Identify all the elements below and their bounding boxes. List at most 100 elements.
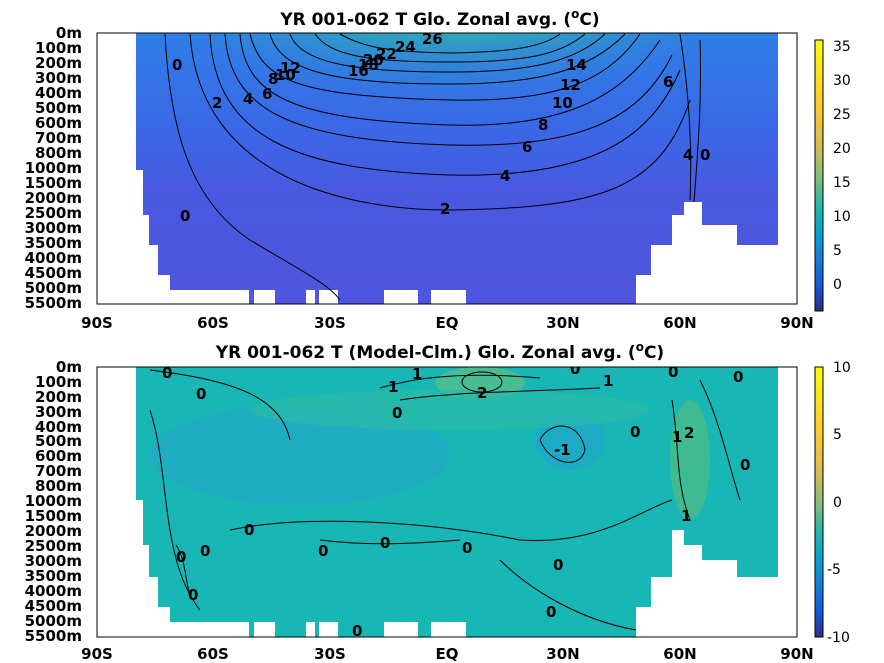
bottom-field: 0 0 1 1 2 0 0 1 0 0 -1 1 2 0 1 0 0 0 0 0 [136, 360, 778, 640]
y-tick: 800m [35, 144, 82, 162]
x-tick: 60N [663, 314, 696, 332]
contour-label: 1 [681, 507, 691, 525]
top-title: YR 001-062 T Glo. Zonal avg. (oC) [279, 7, 599, 30]
top-contour-labels: 26 24 22 20 18 16 14 12 10 8 6 4 2 0 12 … [172, 30, 710, 225]
contour-label: 0 [570, 360, 580, 378]
y-tick: 200m [35, 54, 82, 72]
y-tick: 2000m [25, 522, 82, 540]
contour-label: 24 [395, 38, 416, 56]
y-tick: 5500m [25, 294, 82, 312]
contour-label: 0 [462, 539, 472, 557]
y-tick: 0m [56, 24, 82, 42]
y-tick: 4500m [25, 597, 82, 615]
y-tick: 600m [35, 447, 82, 465]
contour-label: 18 [358, 56, 379, 74]
x-tick: EQ [436, 645, 459, 663]
bottom-contours [149, 369, 741, 631]
x-tick: 60S [197, 645, 229, 663]
y-tick: 2000m [25, 189, 82, 207]
contour-label: 14 [566, 56, 587, 74]
colorbar-tick: 30 [833, 73, 851, 89]
y-tick: 3000m [25, 219, 82, 237]
contour-label: 4 [683, 146, 693, 164]
y-tick: 700m [35, 462, 82, 480]
contour-label: 0 [244, 521, 254, 539]
colorbar-tick: 5 [833, 427, 842, 443]
contour-label: 8 [268, 70, 278, 88]
colorbar-tick: 0 [833, 277, 842, 293]
y-tick: 500m [35, 99, 82, 117]
contour-label: 0 [172, 56, 182, 74]
x-tick: 90S [81, 645, 113, 663]
bottom-axes-box [96, 366, 798, 638]
contour-label: 1 [412, 365, 422, 383]
contour-label: 0 [668, 363, 678, 381]
bottom-panel: YR 001-062 T (Model-Clm.) Glo. Zonal avg… [25, 340, 851, 663]
contour-label: 1 [388, 378, 398, 396]
x-tick: 30N [546, 314, 579, 332]
y-tick: 100m [35, 373, 82, 391]
x-tick: 90N [780, 314, 813, 332]
y-tick: 300m [35, 69, 82, 87]
top-contours [164, 33, 702, 301]
contour-label: 0 [188, 586, 198, 604]
cool-anomaly [150, 405, 450, 505]
contour-label: 10 [275, 66, 296, 84]
contour-label: 22 [376, 45, 397, 63]
contour-label: -1 [554, 441, 571, 459]
contour-label: 12 [280, 59, 301, 77]
contour-label: 0 [176, 548, 186, 566]
y-tick: 600m [35, 114, 82, 132]
x-tick: 30S [314, 645, 346, 663]
contour-label: 2 [440, 200, 450, 218]
contour-label: 26 [422, 30, 443, 48]
y-tick: 1000m [25, 492, 82, 510]
top-field: 26 24 22 20 18 16 14 12 10 8 6 4 2 0 12 … [136, 30, 778, 304]
contour-label: 6 [663, 73, 673, 91]
bottom-x-ticks: 90S 60S 30S EQ 30N 60N 90N [81, 645, 814, 663]
y-tick: 3500m [25, 234, 82, 252]
x-tick: 90S [81, 314, 113, 332]
y-tick: 2500m [25, 537, 82, 555]
y-tick: 5000m [25, 612, 82, 630]
y-tick: 3500m [25, 567, 82, 585]
bottom-title: YR 001-062 T (Model-Clm.) Glo. Zonal avg… [215, 340, 664, 363]
colorbar-tick: 20 [833, 141, 851, 157]
y-tick: 2500m [25, 204, 82, 222]
y-tick: 1500m [25, 174, 82, 192]
colorbar-tick: 10 [833, 360, 851, 376]
colorbar-tick: 0 [833, 495, 842, 511]
y-tick: 300m [35, 403, 82, 421]
y-tick: 1000m [25, 159, 82, 177]
top-colorbar: 35 30 25 20 15 10 5 0 [814, 39, 851, 312]
contour-label: 0 [352, 622, 362, 640]
colorbar-tick: 5 [833, 243, 842, 259]
y-tick: 4500m [25, 264, 82, 282]
y-tick: 5500m [25, 627, 82, 645]
bottom-colorbar: 10 5 0 -5 -10 [814, 360, 851, 646]
warm-anomaly [250, 390, 650, 430]
x-tick: 30N [546, 645, 579, 663]
y-tick: 700m [35, 129, 82, 147]
colorbar-tick: 25 [833, 107, 851, 123]
contour-label: 0 [740, 456, 750, 474]
contour-label: 8 [538, 116, 548, 134]
top-y-ticks: 0m 100m 200m 300m 400m 500m 600m 700m 80… [25, 24, 82, 312]
contour-label: 0 [546, 603, 556, 621]
colorbar-tick: 15 [833, 175, 851, 191]
contour-label: 2 [477, 384, 487, 402]
y-tick: 400m [35, 84, 82, 102]
x-tick: 60S [197, 314, 229, 332]
bottom-y-ticks: 0m 100m 200m 300m 400m 500m 600m 700m 80… [25, 358, 82, 645]
contour-label: 1 [603, 372, 613, 390]
y-tick: 3000m [25, 552, 82, 570]
y-tick: 800m [35, 477, 82, 495]
contour-label: 1 [672, 428, 682, 446]
y-tick: 4000m [25, 582, 82, 600]
contour-label: 0 [162, 364, 172, 382]
contour-label: 2 [684, 424, 694, 442]
y-tick: 0m [56, 358, 82, 376]
x-tick: 60N [663, 645, 696, 663]
top-colorbar-bar [814, 39, 824, 312]
